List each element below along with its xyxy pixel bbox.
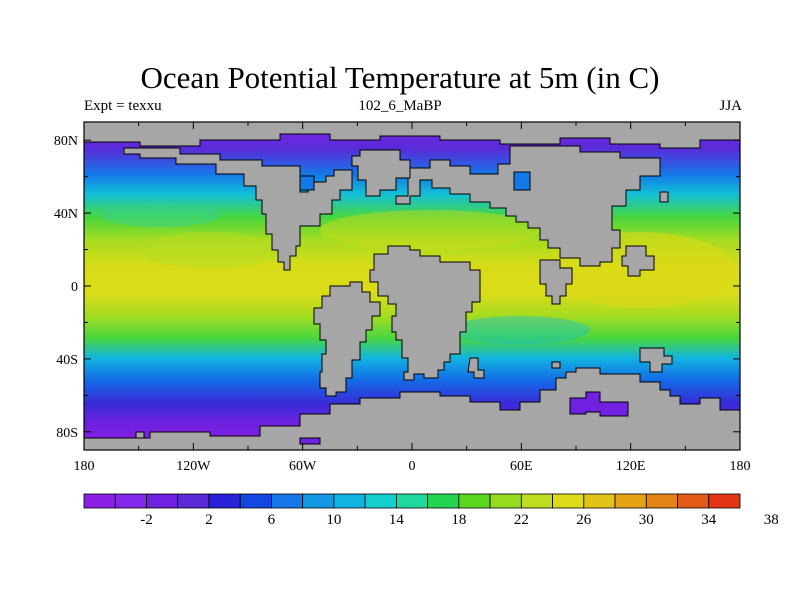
map-title: Ocean Potential Temperature at 5m (in C) [140, 60, 660, 95]
land-north-africa [369, 245, 481, 381]
x-tick-label: 60E [510, 459, 533, 474]
x-tick-label: 60W [289, 459, 317, 474]
colorbar-swatch [520, 493, 553, 509]
land-small-island-west [135, 431, 145, 439]
colorbar-swatch [614, 493, 647, 509]
colorbar: -226101418222630343842 [83, 493, 779, 528]
colorbar-swatch [177, 493, 210, 509]
season-label: JJA [719, 98, 742, 114]
colorbar-swatch [645, 493, 678, 509]
map-field [84, 122, 740, 450]
colorbar-swatch [677, 493, 710, 509]
colorbar-swatch [427, 493, 460, 509]
inland-sea-west [299, 175, 315, 191]
colorbar-label: 6 [268, 512, 276, 528]
ocean-pocket-inland [299, 437, 321, 445]
colorbar-label: 18 [451, 512, 466, 528]
land-north-america [123, 147, 353, 271]
colorbar-label: 10 [326, 512, 341, 528]
colorbar-swatch [114, 493, 147, 509]
colorbar-swatch [708, 493, 741, 509]
north-pacific-front [100, 203, 220, 227]
colorbar-label: 34 [701, 512, 717, 528]
y-tick-label: 0 [71, 280, 78, 295]
land-australia-antarctica [84, 367, 740, 450]
land-greenland-europe [351, 149, 411, 197]
land-india [539, 259, 573, 305]
colorbar-swatch [552, 493, 585, 509]
colorbar-swatch [83, 493, 116, 509]
land-eurasia [395, 145, 661, 267]
colorbar-label: 14 [389, 512, 405, 528]
land-japan-island [659, 191, 669, 203]
colorbar-swatch [302, 493, 335, 509]
land-indian-ocean-island [551, 361, 561, 369]
land-se-asia [621, 245, 655, 277]
colorbar-swatch [208, 493, 241, 509]
y-tick-label: 40N [54, 207, 78, 222]
axes: 180 120W 60W 0 60E 120E 180 80N 40N 0 40S 80S [54, 122, 751, 474]
colorbar-swatch [489, 493, 522, 509]
colorbar-label: 2 [205, 512, 213, 528]
inland-seas [299, 171, 531, 191]
colorbar-label: -2 [140, 512, 153, 528]
x-tick-label: 0 [409, 459, 416, 474]
y-tick-label: 80S [56, 426, 78, 441]
land-madagascar [467, 357, 485, 379]
colorbar-swatch [239, 493, 272, 509]
y-tick-label: 80N [54, 134, 78, 149]
y-tick-label: 40S [56, 353, 78, 368]
colorbar-label: 26 [576, 512, 592, 528]
land-new-guinea [639, 347, 673, 373]
land-arctic-north [84, 122, 740, 149]
south-indian-front [450, 316, 590, 344]
inland-sea-north [513, 171, 531, 191]
colorbar-swatch [364, 493, 397, 509]
x-tick-label: 180 [74, 459, 95, 474]
x-tick-label: 180 [730, 459, 751, 474]
pacific-warm-band [140, 232, 280, 268]
colorbar-label: 38 [764, 512, 779, 528]
colorbar-label: 22 [514, 512, 529, 528]
tethys-warm-band [320, 210, 540, 250]
land-south-america [313, 281, 381, 397]
period-label: 102_6_MaBP [358, 98, 442, 114]
x-tick-label: 120E [616, 459, 646, 474]
experiment-label: Expt = texxu [84, 98, 162, 114]
colorbar-swatch [583, 493, 616, 509]
x-tick-label: 120W [176, 459, 211, 474]
colorbar-swatch [271, 493, 304, 509]
ocean-pocket-east [569, 391, 629, 417]
colorbar-swatch [146, 493, 179, 509]
land-masses [84, 122, 740, 450]
colorbar-swatch [333, 493, 366, 509]
antarctic-ocean-pockets [299, 391, 629, 445]
colorbar-label: 30 [639, 512, 654, 528]
colorbar-swatch [395, 493, 429, 509]
colorbar-swatch [458, 493, 491, 509]
